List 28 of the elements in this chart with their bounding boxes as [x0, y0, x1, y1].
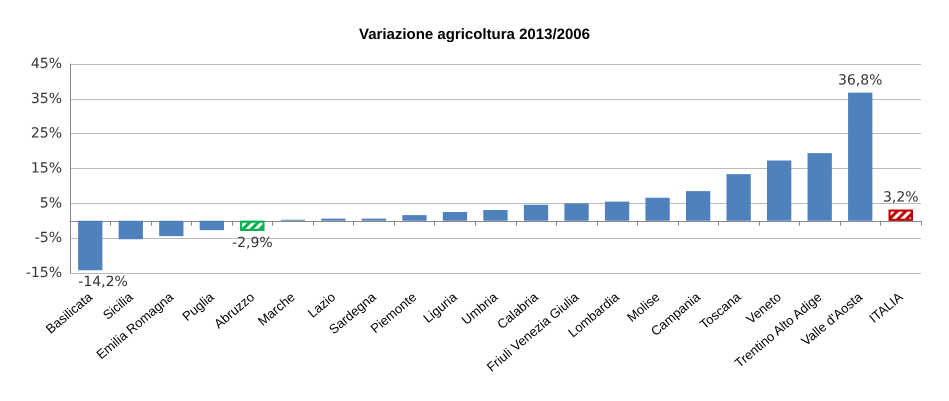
bar — [564, 203, 589, 221]
bar — [767, 160, 792, 221]
y-tick-label: -15% — [26, 265, 62, 281]
y-tick-label: -5% — [34, 230, 62, 246]
bar — [442, 212, 468, 221]
bar — [159, 220, 184, 236]
bar — [604, 202, 630, 221]
bar — [78, 220, 102, 270]
data-label: -2,9% — [232, 234, 273, 251]
bar — [645, 198, 670, 221]
data-label: 3,2% — [882, 190, 919, 206]
bar — [808, 153, 832, 221]
data-label: -14,2% — [78, 274, 128, 290]
y-tick-label: 25% — [30, 126, 62, 142]
bar — [524, 204, 548, 221]
y-tick-label: 15% — [30, 160, 62, 176]
bar — [402, 215, 427, 221]
chart-title: Variazione agricoltura 2013/2006 — [359, 26, 590, 43]
bar — [483, 210, 508, 221]
data-label: 36,8% — [838, 72, 882, 89]
bar — [118, 220, 143, 240]
bar — [200, 220, 224, 230]
bar — [686, 191, 710, 221]
y-tick-label: 45% — [30, 56, 62, 72]
bar — [848, 92, 872, 221]
bar — [726, 174, 751, 221]
y-tick-label: 5% — [40, 195, 62, 212]
y-tick-label: 35% — [30, 90, 62, 107]
